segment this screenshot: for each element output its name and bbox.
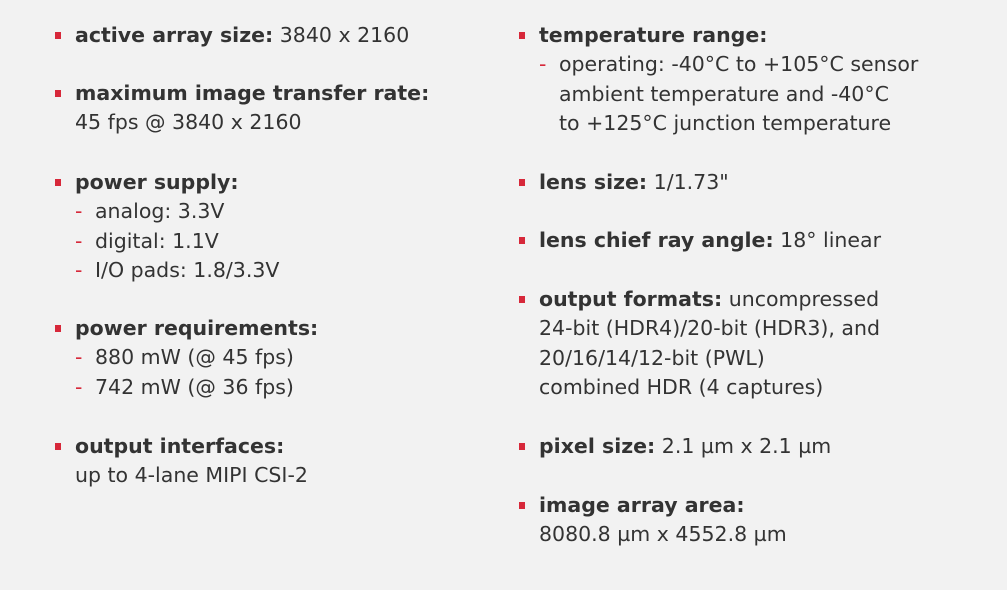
spec-value: 8080.8 µm x 4552.8 µm xyxy=(539,522,787,547)
dash-icon: - xyxy=(75,345,83,370)
bullet-icon xyxy=(55,179,61,186)
bullet-icon xyxy=(55,443,61,450)
spec-temperature-range: temperature range: - operating: -40°C to… xyxy=(519,21,999,138)
bullet-icon xyxy=(55,32,61,39)
sub-list-item: - 742 mW (@ 36 fps) xyxy=(75,373,505,402)
spec-power-requirements: power requirements: - 880 mW (@ 45 fps) … xyxy=(55,314,505,402)
dash-icon: - xyxy=(75,199,83,224)
bullet-icon xyxy=(519,443,525,450)
spec-label: output interfaces: xyxy=(75,434,285,458)
spec-value: up to 4-lane MIPI CSI-2 xyxy=(75,463,308,488)
dash-icon: - xyxy=(75,257,83,282)
spec-label: image array area: xyxy=(539,493,745,517)
spec-label: temperature range: xyxy=(539,23,768,47)
spec-value-line: 24-bit (HDR4)/20-bit (HDR3), and xyxy=(539,316,880,341)
bullet-icon xyxy=(519,179,525,186)
spec-lens-size: lens size: 1/1.73" xyxy=(519,168,999,197)
spec-max-transfer-rate: maximum image transfer rate: 45 fps @ 38… xyxy=(55,79,505,138)
spec-value: 1/1.73" xyxy=(653,170,729,194)
bullet-icon xyxy=(519,32,525,39)
sub-list-item: - digital: 1.1V xyxy=(75,227,505,256)
spec-pixel-size: pixel size: 2.1 µm x 2.1 µm xyxy=(519,432,999,461)
temperature-range-list: - operating: -40°C to +105°C sensor ambi… xyxy=(539,50,999,138)
spec-label: power requirements: xyxy=(75,316,319,340)
spec-output-formats: output formats: uncompressed 24-bit (HDR… xyxy=(519,285,999,402)
bullet-icon xyxy=(55,90,61,97)
spec-power-supply: power supply: - analog: 3.3V - digital: … xyxy=(55,168,505,285)
spec-value: uncompressed xyxy=(728,287,880,311)
sub-list-item: - I/O pads: 1.8/3.3V xyxy=(75,256,505,285)
dash-icon: - xyxy=(75,374,83,399)
spec-image-array-area: image array area: 8080.8 µm x 4552.8 µm xyxy=(519,491,999,550)
spec-label: lens size: xyxy=(539,170,648,194)
spec-value: 18° linear xyxy=(780,228,882,252)
spec-output-interfaces: output interfaces: up to 4-lane MIPI CSI… xyxy=(55,432,505,491)
spec-lens-chief-ray-angle: lens chief ray angle: 18° linear xyxy=(519,226,999,255)
spec-label: active array size: xyxy=(75,23,274,47)
bullet-icon xyxy=(519,502,525,509)
spec-value-line: 20/16/14/12-bit (PWL) xyxy=(539,345,765,370)
spec-label: power supply: xyxy=(75,170,239,194)
spec-active-array-size: active array size: 3840 x 2160 xyxy=(55,21,505,50)
dash-icon: - xyxy=(75,228,83,253)
spec-value-line: combined HDR (4 captures) xyxy=(539,374,824,399)
sub-list-item: - operating: -40°C to +105°C sensor ambi… xyxy=(539,52,919,135)
bullet-icon xyxy=(55,325,61,332)
power-supply-list: - analog: 3.3V - digital: 1.1V - I/O pad… xyxy=(75,197,505,285)
spec-label: pixel size: xyxy=(539,434,656,458)
spec-value: 2.1 µm x 2.1 µm xyxy=(661,434,832,458)
sub-list-item: - 880 mW (@ 45 fps) xyxy=(75,343,505,372)
spec-value: 45 fps @ 3840 x 2160 xyxy=(75,110,302,135)
spec-label: maximum image transfer rate: xyxy=(75,81,430,105)
power-requirements-list: - 880 mW (@ 45 fps) - 742 mW (@ 36 fps) xyxy=(75,343,505,402)
spec-label: output formats: xyxy=(539,287,723,311)
sub-list-item: - analog: 3.3V xyxy=(75,197,505,226)
bullet-icon xyxy=(519,296,525,303)
dash-icon: - xyxy=(539,52,547,77)
spec-label: lens chief ray angle: xyxy=(539,228,774,252)
bullet-icon xyxy=(519,237,525,244)
spec-value: 3840 x 2160 xyxy=(279,23,410,47)
